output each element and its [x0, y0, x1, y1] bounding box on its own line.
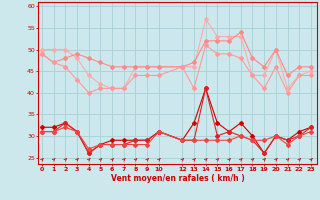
X-axis label: Vent moyen/en rafales ( km/h ): Vent moyen/en rafales ( km/h ): [111, 174, 244, 183]
